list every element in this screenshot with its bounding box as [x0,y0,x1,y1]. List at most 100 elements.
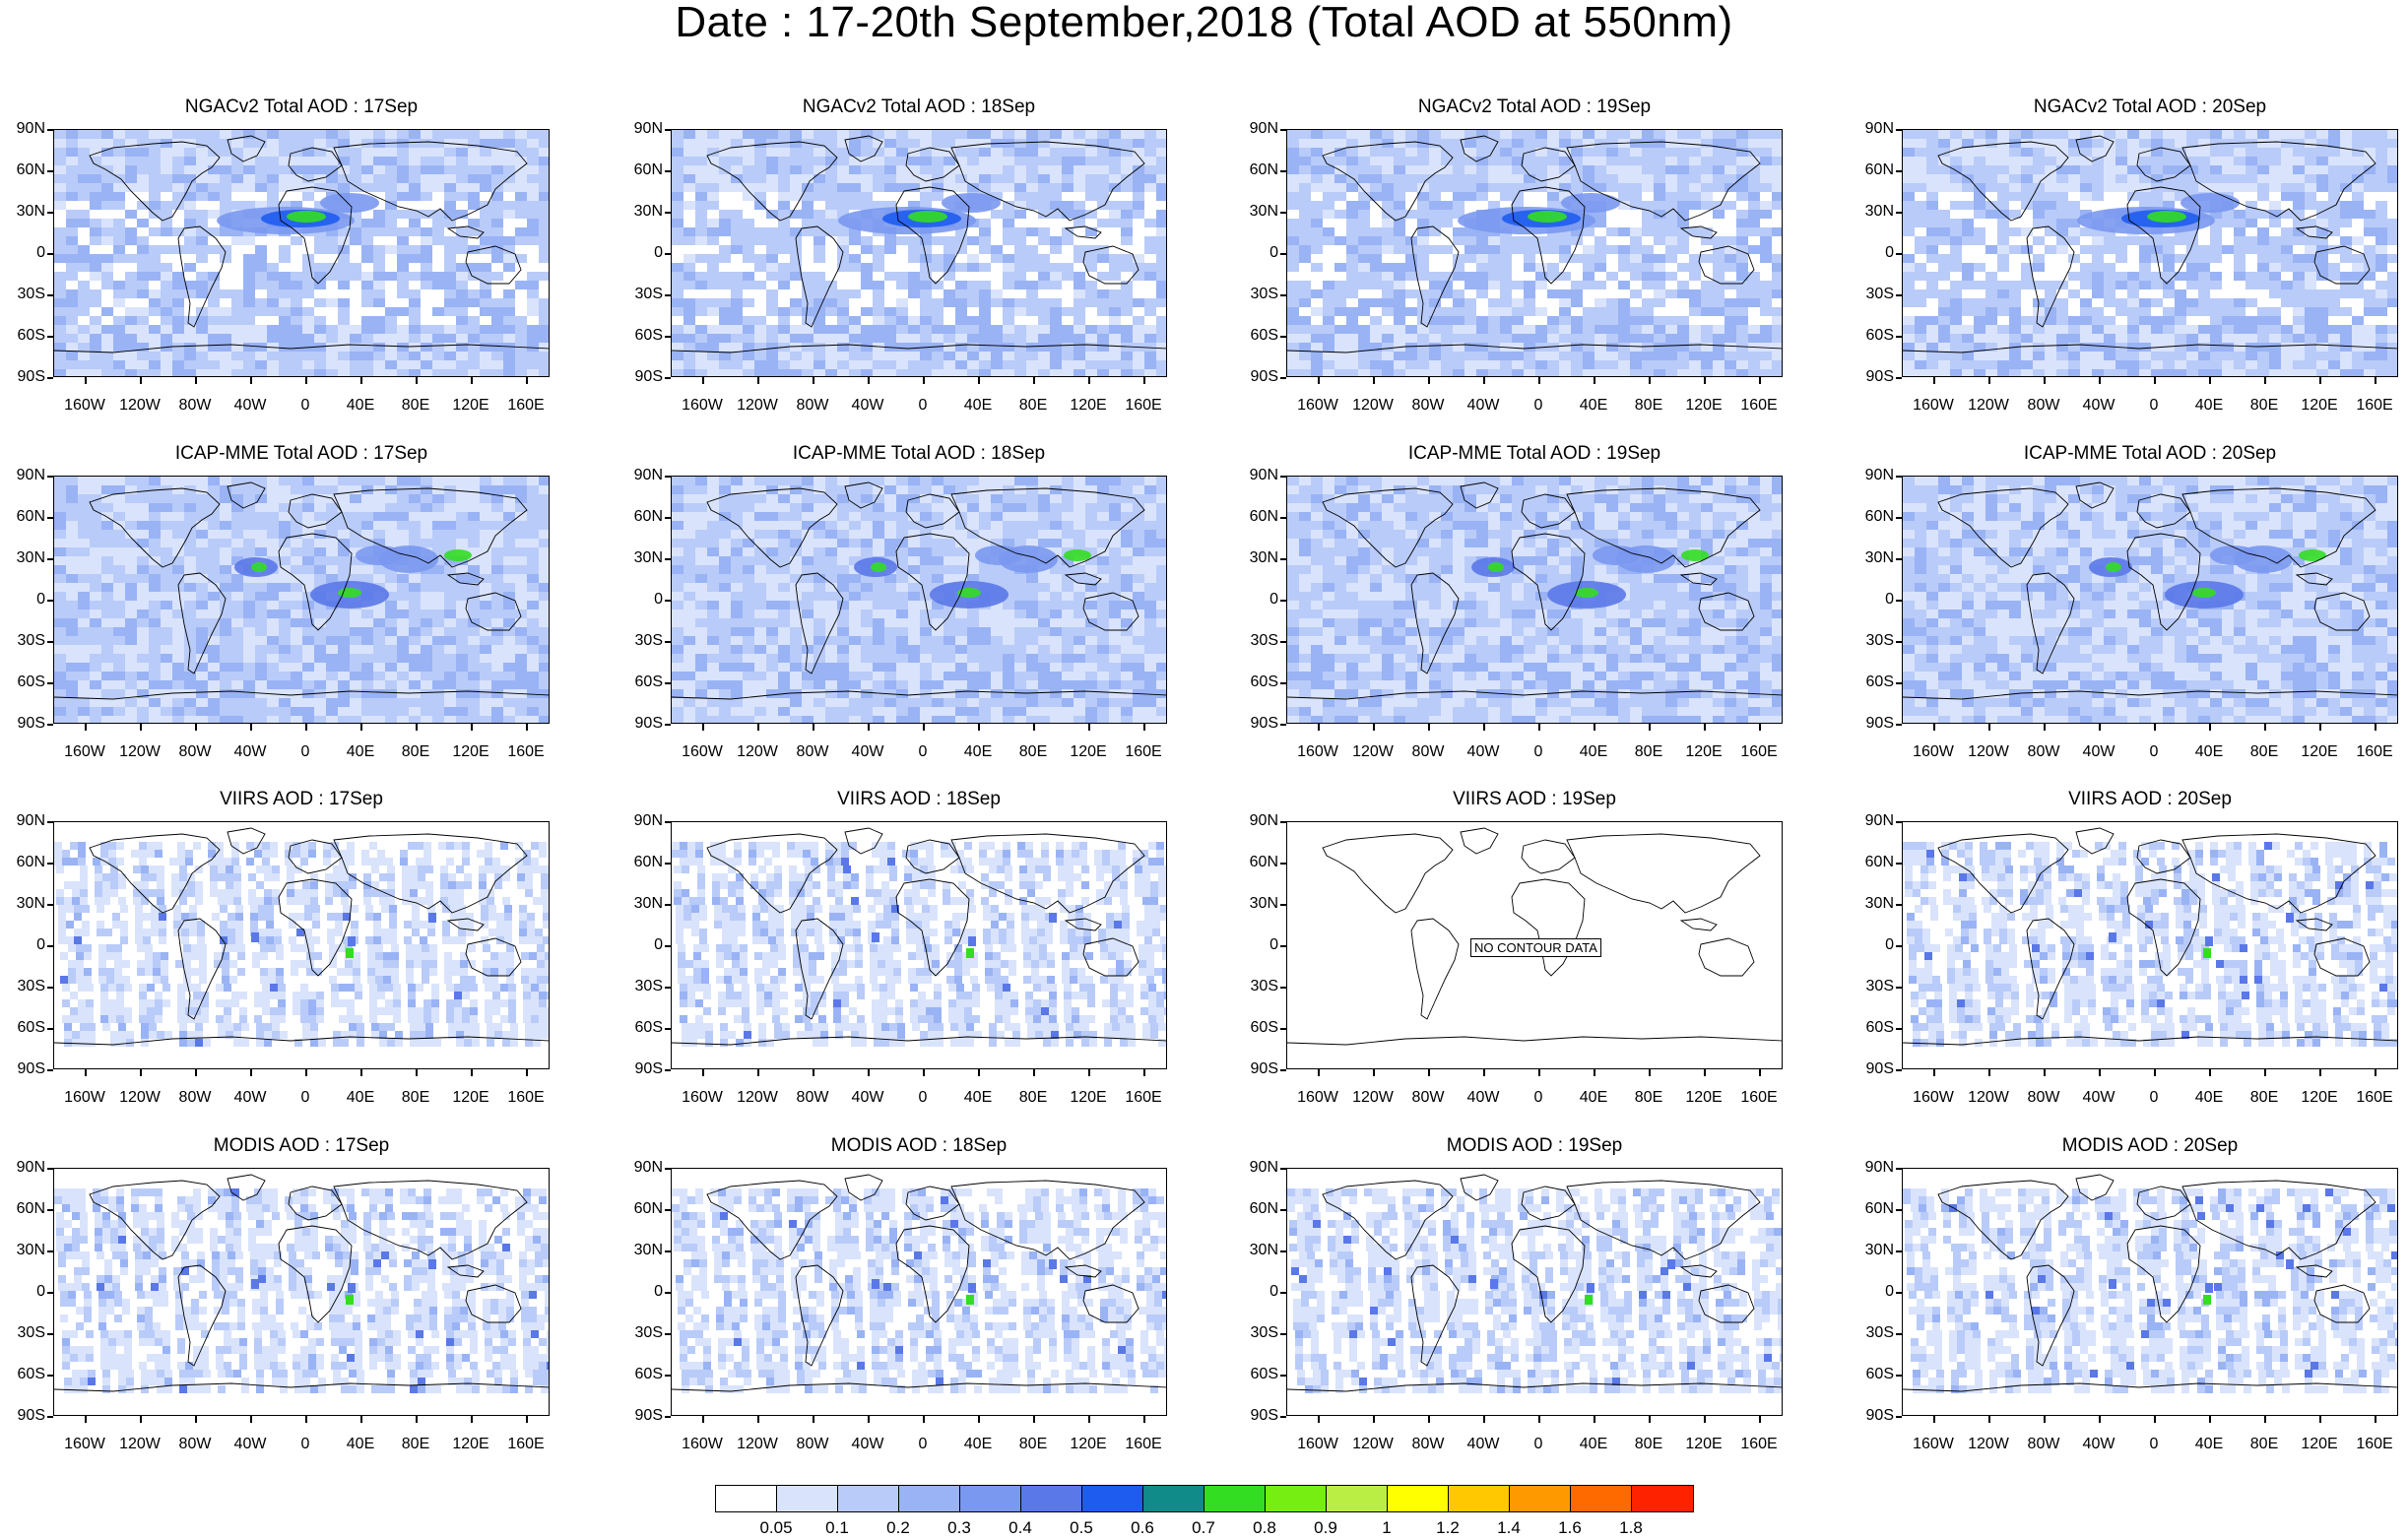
aod-cell [1677,130,1689,139]
aod-cell [2045,139,2056,148]
aod-cell [1950,183,1962,192]
aod-cell [231,477,243,485]
aod-cell [409,245,421,254]
aod-cell [979,325,991,334]
aod-cell [1133,139,1144,148]
aod-cell [766,369,778,376]
aod-cell [161,334,172,343]
aod-cell [2104,343,2115,352]
aod-cell [314,236,326,245]
aod-cell [979,298,991,307]
aod-cell [1985,165,1997,174]
aod-cell [1962,130,1974,139]
aod-cell [1583,343,1594,352]
aod-cell [2234,174,2245,183]
aod-cell [1085,281,1097,289]
aod-cell [2210,157,2222,165]
aod-cell [279,165,291,174]
aod-cell [255,148,267,157]
aod-cell [967,236,979,245]
aod-cell [267,130,279,139]
aod-cell [2104,352,2115,360]
aod-cell [1299,254,1311,263]
aod-cell [2375,325,2387,334]
aod-cell [2163,281,2175,289]
aod-cell [184,289,196,298]
aod-cell [2151,272,2163,281]
aod-cell [1133,325,1144,334]
aod-cell [802,254,814,263]
aod-cell [314,298,326,307]
aod-cell [979,139,991,148]
aod-cell [149,281,161,289]
aod-cell [468,192,480,201]
aod-cell [2115,352,2127,360]
aod-cell [1488,254,1500,263]
aod-cell [1950,343,1962,352]
aod-cell [1654,307,1665,316]
aod-cell [1417,236,1429,245]
aod-cell [1962,157,1974,165]
aod-cell [1062,236,1074,245]
aod-cell [991,174,1003,183]
aod-cell [1654,219,1665,227]
aod-cell [1500,174,1512,183]
aod-cell [1736,325,1748,334]
aod-cell [208,139,220,148]
aod-cell [967,298,979,307]
aod-cell [967,334,979,343]
aod-cell [1014,316,1026,325]
aod-cell [1109,289,1121,298]
aod-cell [1074,263,1085,272]
aod-cell [468,298,480,307]
aod-cell [1050,157,1062,165]
aod-cell [1144,148,1156,157]
aod-cell [1370,369,1382,376]
aod-cell [672,219,683,227]
aod-cell [766,245,778,254]
aod-cell [1334,316,1346,325]
aod-cell [1938,192,1950,201]
aod-cell [873,236,884,245]
aod-cell [1606,272,1618,281]
aod-cell [1748,334,1760,343]
aod-cell [527,272,539,281]
aod-cell [1594,360,1606,369]
aod-cell [1571,369,1583,376]
aod-cell [1085,263,1097,272]
aod-cell [444,254,456,263]
aod-cell [302,485,314,494]
aod-cell [2352,298,2364,307]
aod-cell [421,157,432,165]
aod-cell [1358,352,1370,360]
aod-cell [2033,272,2045,281]
aod-cell [172,477,184,485]
aod-cell [1985,201,1997,210]
aod-cell [2222,130,2234,139]
aod-cell [1370,245,1382,254]
aod-cell [78,494,90,503]
aod-cell [896,236,908,245]
aod-cell [1453,227,1464,236]
aod-cell [361,174,373,183]
aod-cell [503,148,515,157]
aod-cell [161,210,172,219]
aod-cell [208,210,220,219]
aod-cell [1417,165,1429,174]
aod-cell [267,325,279,334]
aod-cell [2186,183,2198,192]
aod-cell [279,174,291,183]
aod-cell [2293,254,2305,263]
aod-cell [1453,245,1464,254]
aod-cell [527,352,539,360]
aod-cell [1677,263,1689,272]
aod-cell [291,139,302,148]
aod-cell [766,219,778,227]
aod-cell [2104,334,2115,343]
aod-cell [2375,192,2387,201]
aod-cell [2234,325,2245,334]
aod-cell [2234,254,2245,263]
aod-cell [1583,165,1594,174]
aod-cell [220,281,231,289]
aod-cell [672,183,683,192]
